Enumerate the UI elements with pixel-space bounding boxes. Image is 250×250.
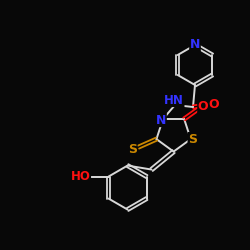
Text: HN: HN: [164, 94, 184, 106]
Text: HO: HO: [70, 170, 90, 183]
Text: S: S: [128, 142, 137, 156]
Text: O: O: [209, 98, 219, 112]
Text: O: O: [198, 100, 208, 114]
Text: S: S: [188, 132, 197, 145]
Text: N: N: [190, 38, 200, 52]
Text: N: N: [156, 114, 166, 126]
